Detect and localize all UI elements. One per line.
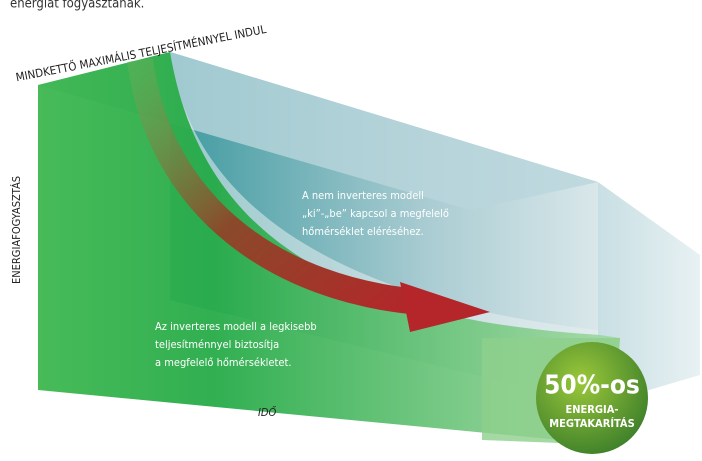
badge-text: MEGTAKARÍTÁS — [549, 417, 634, 430]
badge — [536, 342, 648, 454]
note-text: a megfelelő hőmérsékletet. — [155, 356, 292, 369]
note-text: A nem inverteres modell — [302, 189, 424, 202]
note-text: Az inverteres modell a legkisebb — [155, 320, 317, 333]
arrow-band — [127, 58, 422, 315]
header-text: energiát fogyasztanak. — [10, 0, 144, 12]
teal-side — [598, 182, 700, 405]
note-text: „ki”-„be” kapcsol a megfelelő — [302, 207, 449, 220]
badge-text: ENERGIA- — [566, 403, 619, 416]
badge-big: 50%-os — [544, 371, 640, 401]
note-text: teljesítménnyel biztosítja — [155, 338, 279, 351]
green-front — [38, 52, 620, 445]
y-label: ENERGIAFOGYASZTÁS — [10, 176, 23, 284]
x-label: IDŐ — [258, 405, 277, 419]
note-text: hőmérséklet eléréséhez. — [302, 225, 424, 238]
arrow-head — [400, 282, 490, 332]
